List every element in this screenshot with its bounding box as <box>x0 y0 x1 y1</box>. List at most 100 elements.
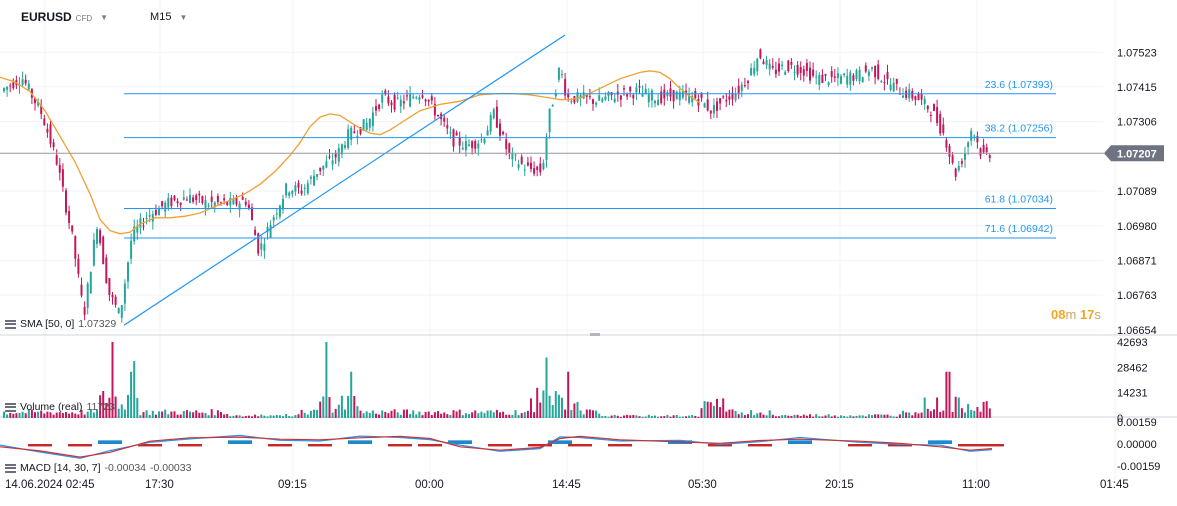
volume-legend[interactable]: Volume (real) 11723 <box>5 401 115 413</box>
candle-body <box>161 201 164 207</box>
volume-bar <box>855 415 858 418</box>
panel-resize-handle[interactable] <box>590 333 600 336</box>
timeframe-selector[interactable]: M15 <box>150 11 172 23</box>
candle-body <box>108 278 111 296</box>
macd-histogram-bar <box>178 444 202 447</box>
volume-bar <box>805 415 808 418</box>
volume-bar <box>610 415 613 418</box>
candle-body <box>139 218 142 228</box>
volume-bar <box>182 411 185 418</box>
volume-bar <box>83 414 86 418</box>
indicator-menu-icon[interactable] <box>5 463 16 473</box>
macd-histogram-bar <box>488 444 512 447</box>
symbol-label[interactable]: EURUSD <box>21 10 72 24</box>
macd-legend[interactable]: MACD [14, 30, 7] -0.00034 -0.00033 <box>5 462 191 474</box>
candle-body <box>833 76 836 78</box>
volume-bar <box>18 412 21 418</box>
candle-body <box>505 139 508 150</box>
candle-body <box>275 213 278 215</box>
candle-body <box>306 183 309 194</box>
volume-bar <box>793 414 796 418</box>
volume-bar <box>945 371 948 418</box>
volume-bar <box>263 415 266 418</box>
candle-body <box>771 65 774 68</box>
volume-bar <box>102 390 105 418</box>
volume-bar <box>362 413 365 418</box>
volume-bar <box>902 410 904 418</box>
volume-bar <box>158 411 160 418</box>
volume-bar <box>185 410 188 418</box>
volume-bar <box>616 415 619 418</box>
candle-body <box>579 95 582 99</box>
candle-body <box>954 168 957 177</box>
volume-bar <box>957 397 960 418</box>
candle-body <box>585 94 588 97</box>
time-axis-tick-label: 05:30 <box>688 479 717 491</box>
volume-bar <box>762 414 765 418</box>
volume-bar <box>536 387 539 418</box>
volume-bar <box>285 413 288 418</box>
volume-bar <box>892 416 895 418</box>
candle-body <box>595 102 598 105</box>
candle-body <box>548 108 551 133</box>
volume-bar <box>858 415 861 418</box>
candle-body <box>223 198 226 201</box>
volume-bar <box>266 416 269 418</box>
volume-bar <box>247 415 250 418</box>
volume-bar <box>71 412 74 418</box>
macd-histogram-bar <box>308 444 332 447</box>
macd-histogram-bar <box>708 444 732 447</box>
candle-body <box>86 283 89 308</box>
candle-body <box>650 90 653 101</box>
volume-bar <box>725 411 728 418</box>
candle-body <box>514 154 517 156</box>
volume-bar <box>251 416 253 418</box>
volume-bar <box>492 412 495 418</box>
volume-bar <box>272 415 275 418</box>
candle-body <box>982 144 985 153</box>
volume-bar <box>294 415 297 418</box>
candle-body <box>303 187 306 189</box>
time-axis-tick-label: 17:30 <box>145 479 174 491</box>
candle-body <box>55 155 58 165</box>
volume-bar <box>344 409 346 418</box>
candle-body <box>753 67 756 75</box>
volume-bar <box>812 416 815 418</box>
volume-bar <box>204 412 207 418</box>
volume-bar <box>784 414 787 418</box>
sma-legend-label: SMA [50, 0] <box>20 318 75 330</box>
volume-bar <box>747 414 749 418</box>
candle-body <box>734 93 737 101</box>
volume-bar <box>601 416 604 418</box>
candle-body <box>455 132 458 136</box>
sma-legend[interactable]: SMA [50, 0] 1.07329 <box>5 318 116 330</box>
macd-histogram-bar <box>228 440 252 444</box>
candle-body <box>220 202 222 204</box>
symbol-dropdown-icon[interactable]: ▼ <box>100 12 109 22</box>
volume-bar <box>728 409 731 418</box>
volume-bar <box>316 409 319 418</box>
candle-body <box>350 127 353 140</box>
indicator-menu-icon[interactable] <box>5 319 16 329</box>
candle-body <box>412 96 415 99</box>
candle-body <box>889 84 892 90</box>
candle-body <box>985 147 988 153</box>
volume-bar <box>130 371 133 418</box>
volume-bar <box>415 414 418 418</box>
candle-body <box>774 69 777 75</box>
volume-bar <box>960 408 963 418</box>
volume-bar <box>142 412 145 418</box>
candle-body <box>344 145 346 148</box>
candle-body <box>902 95 904 98</box>
indicator-menu-icon[interactable] <box>5 402 16 412</box>
candle-body <box>784 71 787 75</box>
volume-bar <box>539 402 542 418</box>
candle-body <box>483 138 486 144</box>
timeframe-dropdown-icon[interactable]: ▼ <box>179 12 188 22</box>
macd-histogram-bar <box>388 444 412 447</box>
volume-bar <box>511 414 514 418</box>
candle-body <box>592 99 594 104</box>
macd-histogram-bar <box>980 444 1004 447</box>
